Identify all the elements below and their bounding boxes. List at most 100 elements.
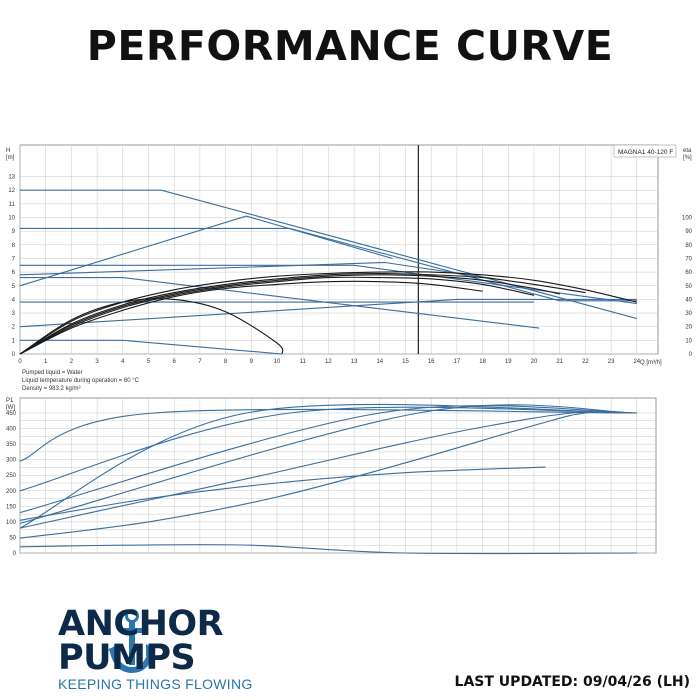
x-tick-label: 20 [531,359,538,365]
power-curve [19,406,637,492]
model-label: MAGNA1 40-120 F [618,149,673,156]
head-curve [19,215,393,287]
y-axis-unit-h: [m] [6,155,15,161]
y-axis-unit-p1: [W] [6,405,15,411]
x-tick-label: 9 [250,359,254,365]
x-tick-label: 17 [454,359,461,365]
power-chart-axes: 0 50 100 150 200 250 300 350 400 450 [6,411,17,557]
x-tick-label: 14 [376,359,383,365]
y-tick-label: 2 [12,325,16,331]
y2-tick-label: 90 [685,229,692,235]
note-density: Density = 983.2 kg/m³ [22,386,81,392]
model-label-box [613,144,677,158]
y2-tick-label: 100 [682,216,693,222]
x-tick-label: 24 [633,359,640,365]
brand-tagline: KEEPING THINGS FLOWING [58,676,253,692]
x-tick-label: 12 [325,359,332,365]
power-curve [19,408,637,462]
y-axis-label-p1: P1 [6,398,14,404]
head-chart-frame [19,144,659,355]
y2-tick-label: 0 [689,352,693,358]
x-tick-label: 23 [608,359,615,365]
x-tick-label: 6 [173,359,177,365]
efficiency-curve [19,280,483,355]
performance-charts: 0 1 2 3 4 5 6 7 8 9 10 11 12 13 14 15 16 17 18 19 20 21 22 23 24… [6,144,693,557]
x-tick-label: 18 [479,359,486,365]
page-title: PERFORMANCE CURVE [86,22,614,70]
last-updated-text: LAST UPDATED: 09/04/26 (LH) [454,674,690,690]
power-chart-series [19,403,637,555]
power-curve [19,403,637,529]
x-tick-label: 11 [300,359,307,365]
head-chart-grid [19,145,658,355]
y2-tick-label: 80 [685,243,692,249]
y-tick-label: 3 [12,311,16,317]
power-curve [19,544,637,555]
note-pumped-liquid: Pumped liquid = Water [22,370,83,376]
y2-tick-label: 20 [685,325,692,331]
note-liquid-temperature: Liquid temperature during operation = 60… [22,378,140,384]
x-tick-label: 4 [121,359,125,365]
y-tick-label: 300 [6,458,17,464]
y-tick-label: 150 [6,504,17,510]
x-tick-label: 2 [70,359,74,365]
y-tick-label: 1 [12,338,16,344]
y-tick-label: 100 [6,520,17,526]
x-tick-label: 8 [224,359,228,365]
head-curve [20,264,637,305]
y-tick-label: 350 [6,442,17,448]
x-tick-label: 5 [147,359,151,365]
y2-tick-label: 70 [685,256,692,262]
power-curve [19,466,546,521]
y-tick-label: 6 [12,270,16,276]
y-axis-label-h: H [6,148,10,154]
x-tick-label: 21 [556,359,563,365]
x-tick-label: 19 [505,359,512,365]
y2-axis-unit-eta: [%] [683,155,692,161]
x-tick-label: 22 [582,359,589,365]
head-curve [20,277,540,329]
brand-name-line1: ANCHOR [58,604,224,644]
x-tick-label: 13 [351,359,358,365]
x-tick-label: 1 [44,359,48,365]
efficiency-curve [19,298,284,355]
y2-tick-label: 50 [685,284,692,290]
head-curve [20,227,637,302]
y-tick-label: 4 [12,297,16,303]
x-tick-label: 3 [95,359,99,365]
efficiency-curve [19,274,560,355]
efficiency-curve [19,276,535,355]
y-tick-label: 12 [8,188,15,194]
y-tick-label: 0 [13,551,17,557]
y-tick-label: 250 [6,473,17,479]
head-curve [20,339,283,355]
power-chart-frame [19,397,657,554]
y-tick-label: 450 [6,411,17,417]
x-tick-label: 7 [198,359,202,365]
y2-tick-label: 60 [685,270,692,276]
brand-name-line2: PUMPS [58,638,196,678]
y-tick-label: 50 [9,535,16,541]
y-tick-label: 400 [6,427,17,433]
efficiency-curve [19,272,586,355]
y2-tick-label: 40 [685,297,692,303]
y2-axis-label-eta: eta [683,148,692,154]
y-tick-label: 0 [12,352,16,358]
y2-tick-label: 10 [685,338,692,344]
x-tick-label: 15 [402,359,409,365]
head-chart-series [19,145,637,355]
x-tick-label: 10 [274,359,281,365]
head-chart-axes: 0 1 2 3 4 5 6 7 8 9 10 11 12 13 14 15 16 17 18 19 20 21 22 23 24… [8,175,692,365]
power-curve [19,411,637,539]
power-curve [19,405,637,514]
y-tick-label: 5 [12,284,16,290]
y2-tick-label: 30 [685,311,692,317]
y-tick-label: 200 [6,489,17,495]
y-tick-label: 7 [12,256,16,262]
y-tick-label: 11 [9,202,16,208]
x-axis-label-q: Q [m³/h] [640,360,662,366]
y-tick-label: 9 [12,229,16,235]
power-curve [19,411,637,529]
y-tick-label: 8 [12,243,16,249]
y-tick-label: 13 [8,175,15,181]
